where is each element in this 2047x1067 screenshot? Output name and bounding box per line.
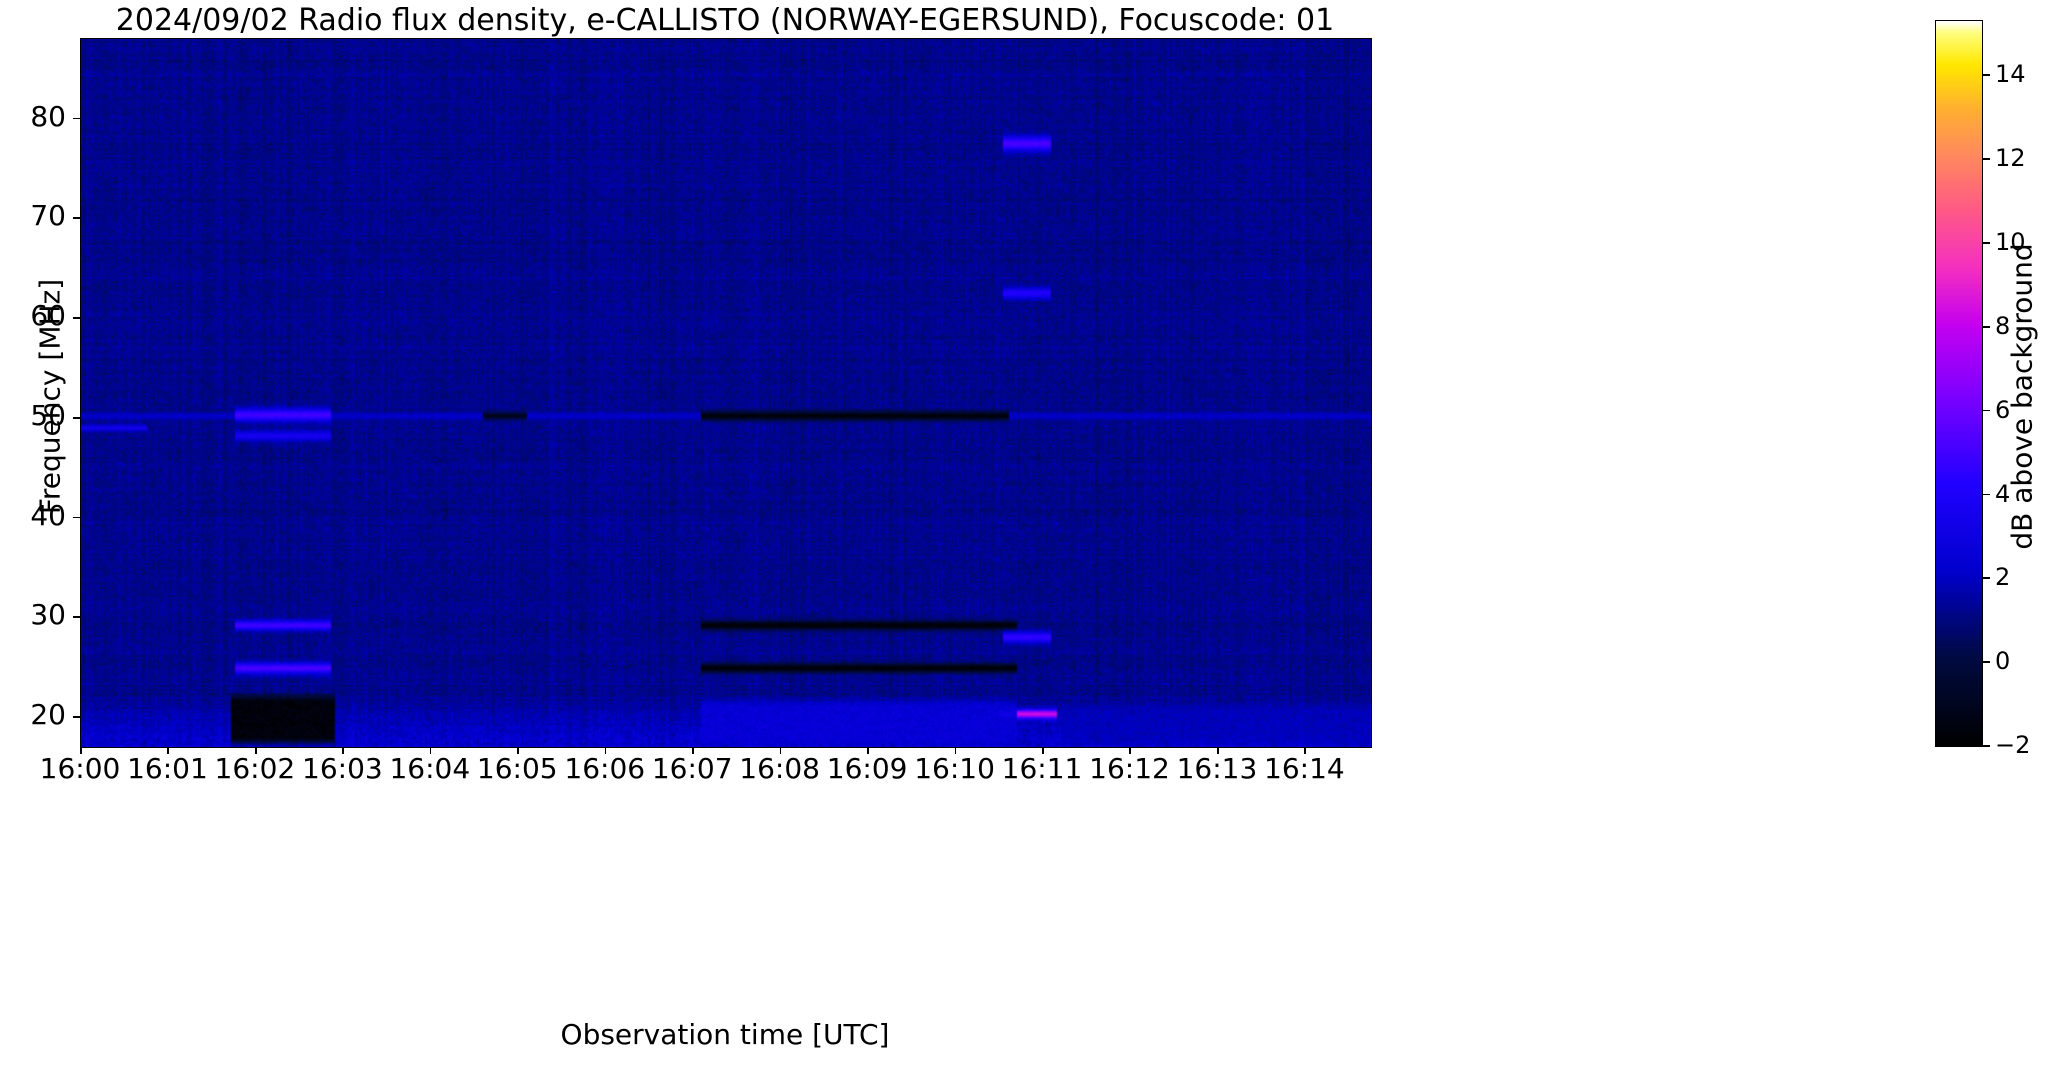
- x-axis-tick-mark: [867, 747, 869, 754]
- colorbar-tick-label: 14: [1995, 60, 2026, 89]
- y-axis-tick-mark: [73, 616, 80, 618]
- y-axis-tick-label: 20: [30, 698, 66, 732]
- y-axis-tick-mark: [73, 716, 80, 718]
- y-axis-tick-mark: [73, 416, 80, 419]
- x-axis-tick-mark: [954, 747, 957, 754]
- x-axis-tick-mark: [779, 747, 782, 754]
- x-axis-tick-label: 16:14: [1264, 752, 1345, 785]
- x-axis-tick-label: 16:12: [1089, 752, 1170, 785]
- colorbar-tick-mark: [1983, 409, 1990, 412]
- y-axis-tick-label: 40: [30, 498, 66, 532]
- colorbar-gradient: [1936, 21, 1982, 746]
- colorbar-tick-label: 12: [1995, 144, 2026, 173]
- x-axis-tick-mark: [1304, 747, 1306, 754]
- x-axis-tick-mark: [517, 747, 519, 754]
- colorbar-tick-label: 6: [1995, 395, 2011, 424]
- x-axis-tick-label: 16:07: [651, 752, 733, 785]
- spectrogram-image[interactable]: [81, 39, 1371, 747]
- x-axis-tick-label: 16:00: [39, 752, 121, 785]
- y-axis-tick-label: 80: [30, 99, 66, 133]
- colorbar-tick-label: 4: [1995, 479, 2011, 508]
- x-axis-tick-label: 16:02: [214, 752, 296, 785]
- colorbar-tick-mark: [1983, 577, 1990, 579]
- colorbar-tick-mark: [1983, 325, 1990, 328]
- x-axis-tick-label: 16:05: [476, 752, 558, 785]
- x-axis-label: Observation time [UTC]: [560, 1018, 890, 1051]
- x-axis-tick-label: 16:09: [826, 752, 908, 785]
- colorbar-tick-mark: [1983, 745, 1990, 747]
- colorbar[interactable]: [1935, 20, 1983, 747]
- colorbar-tick-label: 10: [1995, 228, 2026, 257]
- colorbar-tick-mark: [1983, 661, 1990, 663]
- x-axis-tick-mark: [1216, 747, 1219, 754]
- x-axis-tick-label: 16:04: [389, 752, 471, 785]
- x-axis-tick-mark: [604, 747, 607, 754]
- y-axis-tick-label: 60: [30, 299, 66, 333]
- spectrogram-axes[interactable]: [80, 38, 1372, 748]
- colorbar-tick-mark: [1983, 74, 1990, 77]
- x-axis-tick-label: 16:13: [1176, 752, 1258, 785]
- y-axis-tick-mark: [73, 117, 80, 120]
- x-axis-tick-label: 16:03: [302, 752, 383, 785]
- colorbar-label: dB above background: [2005, 243, 2039, 550]
- x-axis-tick-label: 16:06: [564, 752, 646, 785]
- x-axis-tick-mark: [167, 747, 170, 754]
- colorbar-tick-mark: [1983, 242, 1990, 244]
- y-axis-tick-label: 70: [30, 199, 66, 233]
- colorbar-tick-label: 0: [1995, 647, 2011, 676]
- y-axis-tick-label: 30: [30, 598, 66, 632]
- x-axis-tick-mark: [1129, 747, 1132, 754]
- colorbar-tick-mark: [1983, 158, 1990, 160]
- x-axis-tick-label: 16:10: [914, 752, 995, 785]
- colorbar-tick-label: 8: [1995, 311, 2011, 340]
- x-axis-tick-mark: [692, 747, 694, 754]
- colorbar-tick-label: 2: [1995, 563, 2011, 592]
- figure-title: 2024/09/02 Radio flux density, e-CALLIST…: [115, 3, 1335, 38]
- colorbar-tick-mark: [1983, 493, 1990, 496]
- y-axis-tick-mark: [73, 317, 80, 319]
- y-axis-tick-mark: [73, 217, 80, 220]
- x-axis-tick-mark: [80, 747, 82, 754]
- x-axis-tick-mark: [1042, 747, 1044, 754]
- x-axis-tick-label: 16:11: [1001, 752, 1083, 785]
- x-axis-tick-mark: [254, 747, 257, 754]
- x-axis-tick-label: 16:08: [739, 752, 821, 785]
- y-axis-tick-label: 50: [30, 398, 66, 432]
- colorbar-tick-label: −2: [1995, 731, 2031, 759]
- x-axis-tick-label: 16:01: [127, 752, 208, 785]
- y-axis-tick-mark: [73, 516, 80, 519]
- x-axis-tick-mark: [342, 747, 344, 754]
- x-axis-tick-mark: [429, 747, 432, 754]
